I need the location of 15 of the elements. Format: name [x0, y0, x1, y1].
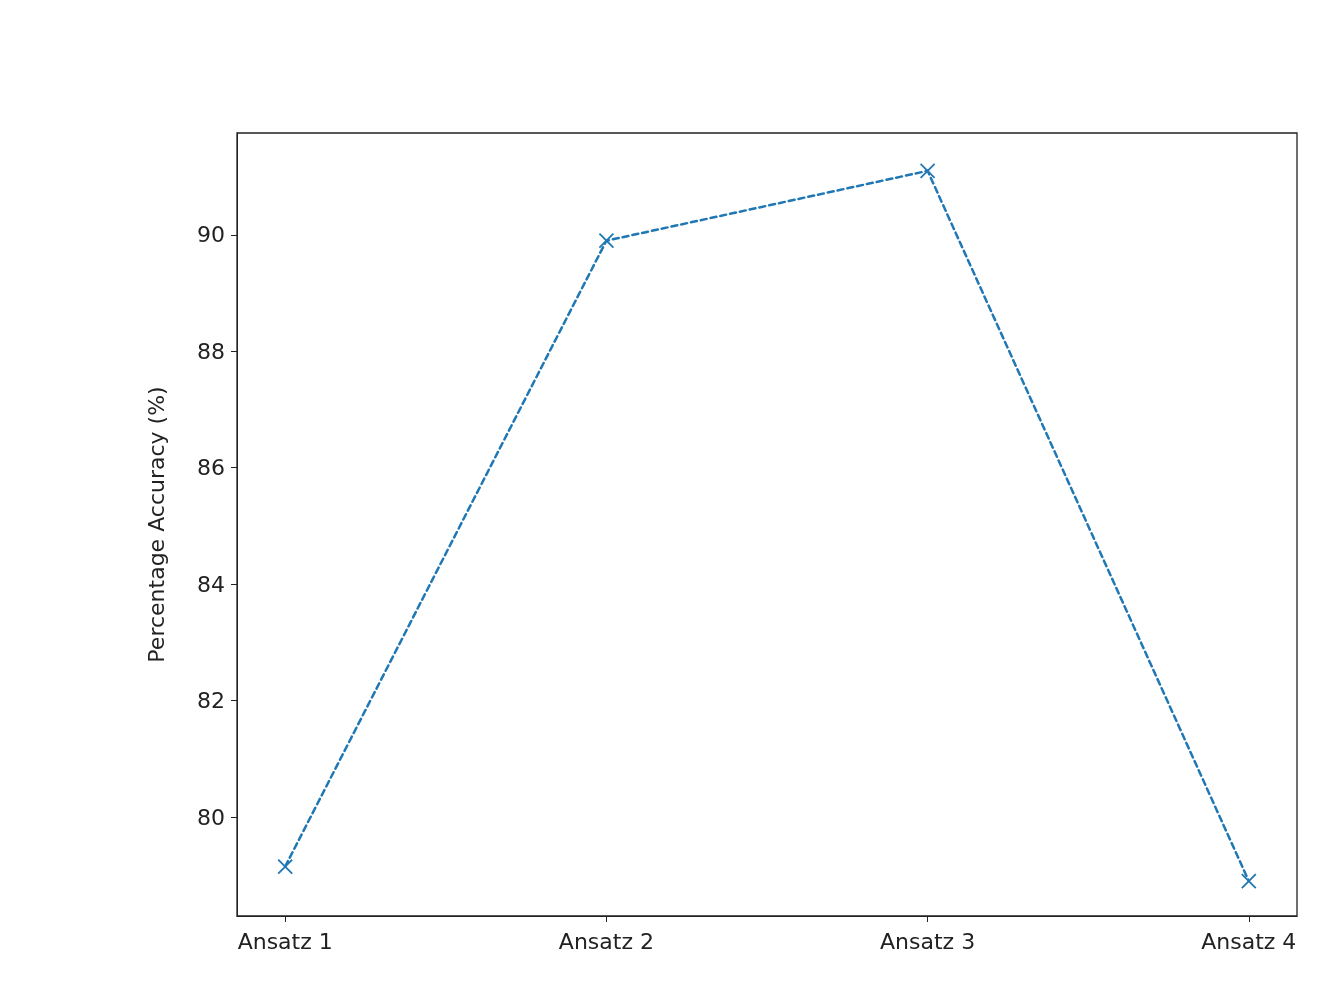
y-tick-label: 88 — [197, 338, 225, 364]
y-tick-label: 80 — [197, 804, 225, 830]
y-tick-label: 86 — [197, 455, 225, 481]
y-tick-label: 90 — [197, 222, 225, 248]
point — [277, 858, 294, 875]
y-tick-label: 84 — [197, 571, 225, 597]
point — [598, 232, 615, 249]
y-tick-label: 82 — [197, 688, 225, 714]
point — [919, 162, 936, 179]
y-axis-title: Percentage Accuracy (%) — [143, 386, 169, 663]
point — [1240, 873, 1257, 889]
x-tick-label: Ansatz 1 — [237, 928, 333, 954]
x-tick-label: Ansatz 2 — [558, 928, 654, 954]
x-tick-label: Ansatz 4 — [1201, 928, 1297, 954]
x-tick-label: Ansatz 3 — [880, 928, 976, 954]
